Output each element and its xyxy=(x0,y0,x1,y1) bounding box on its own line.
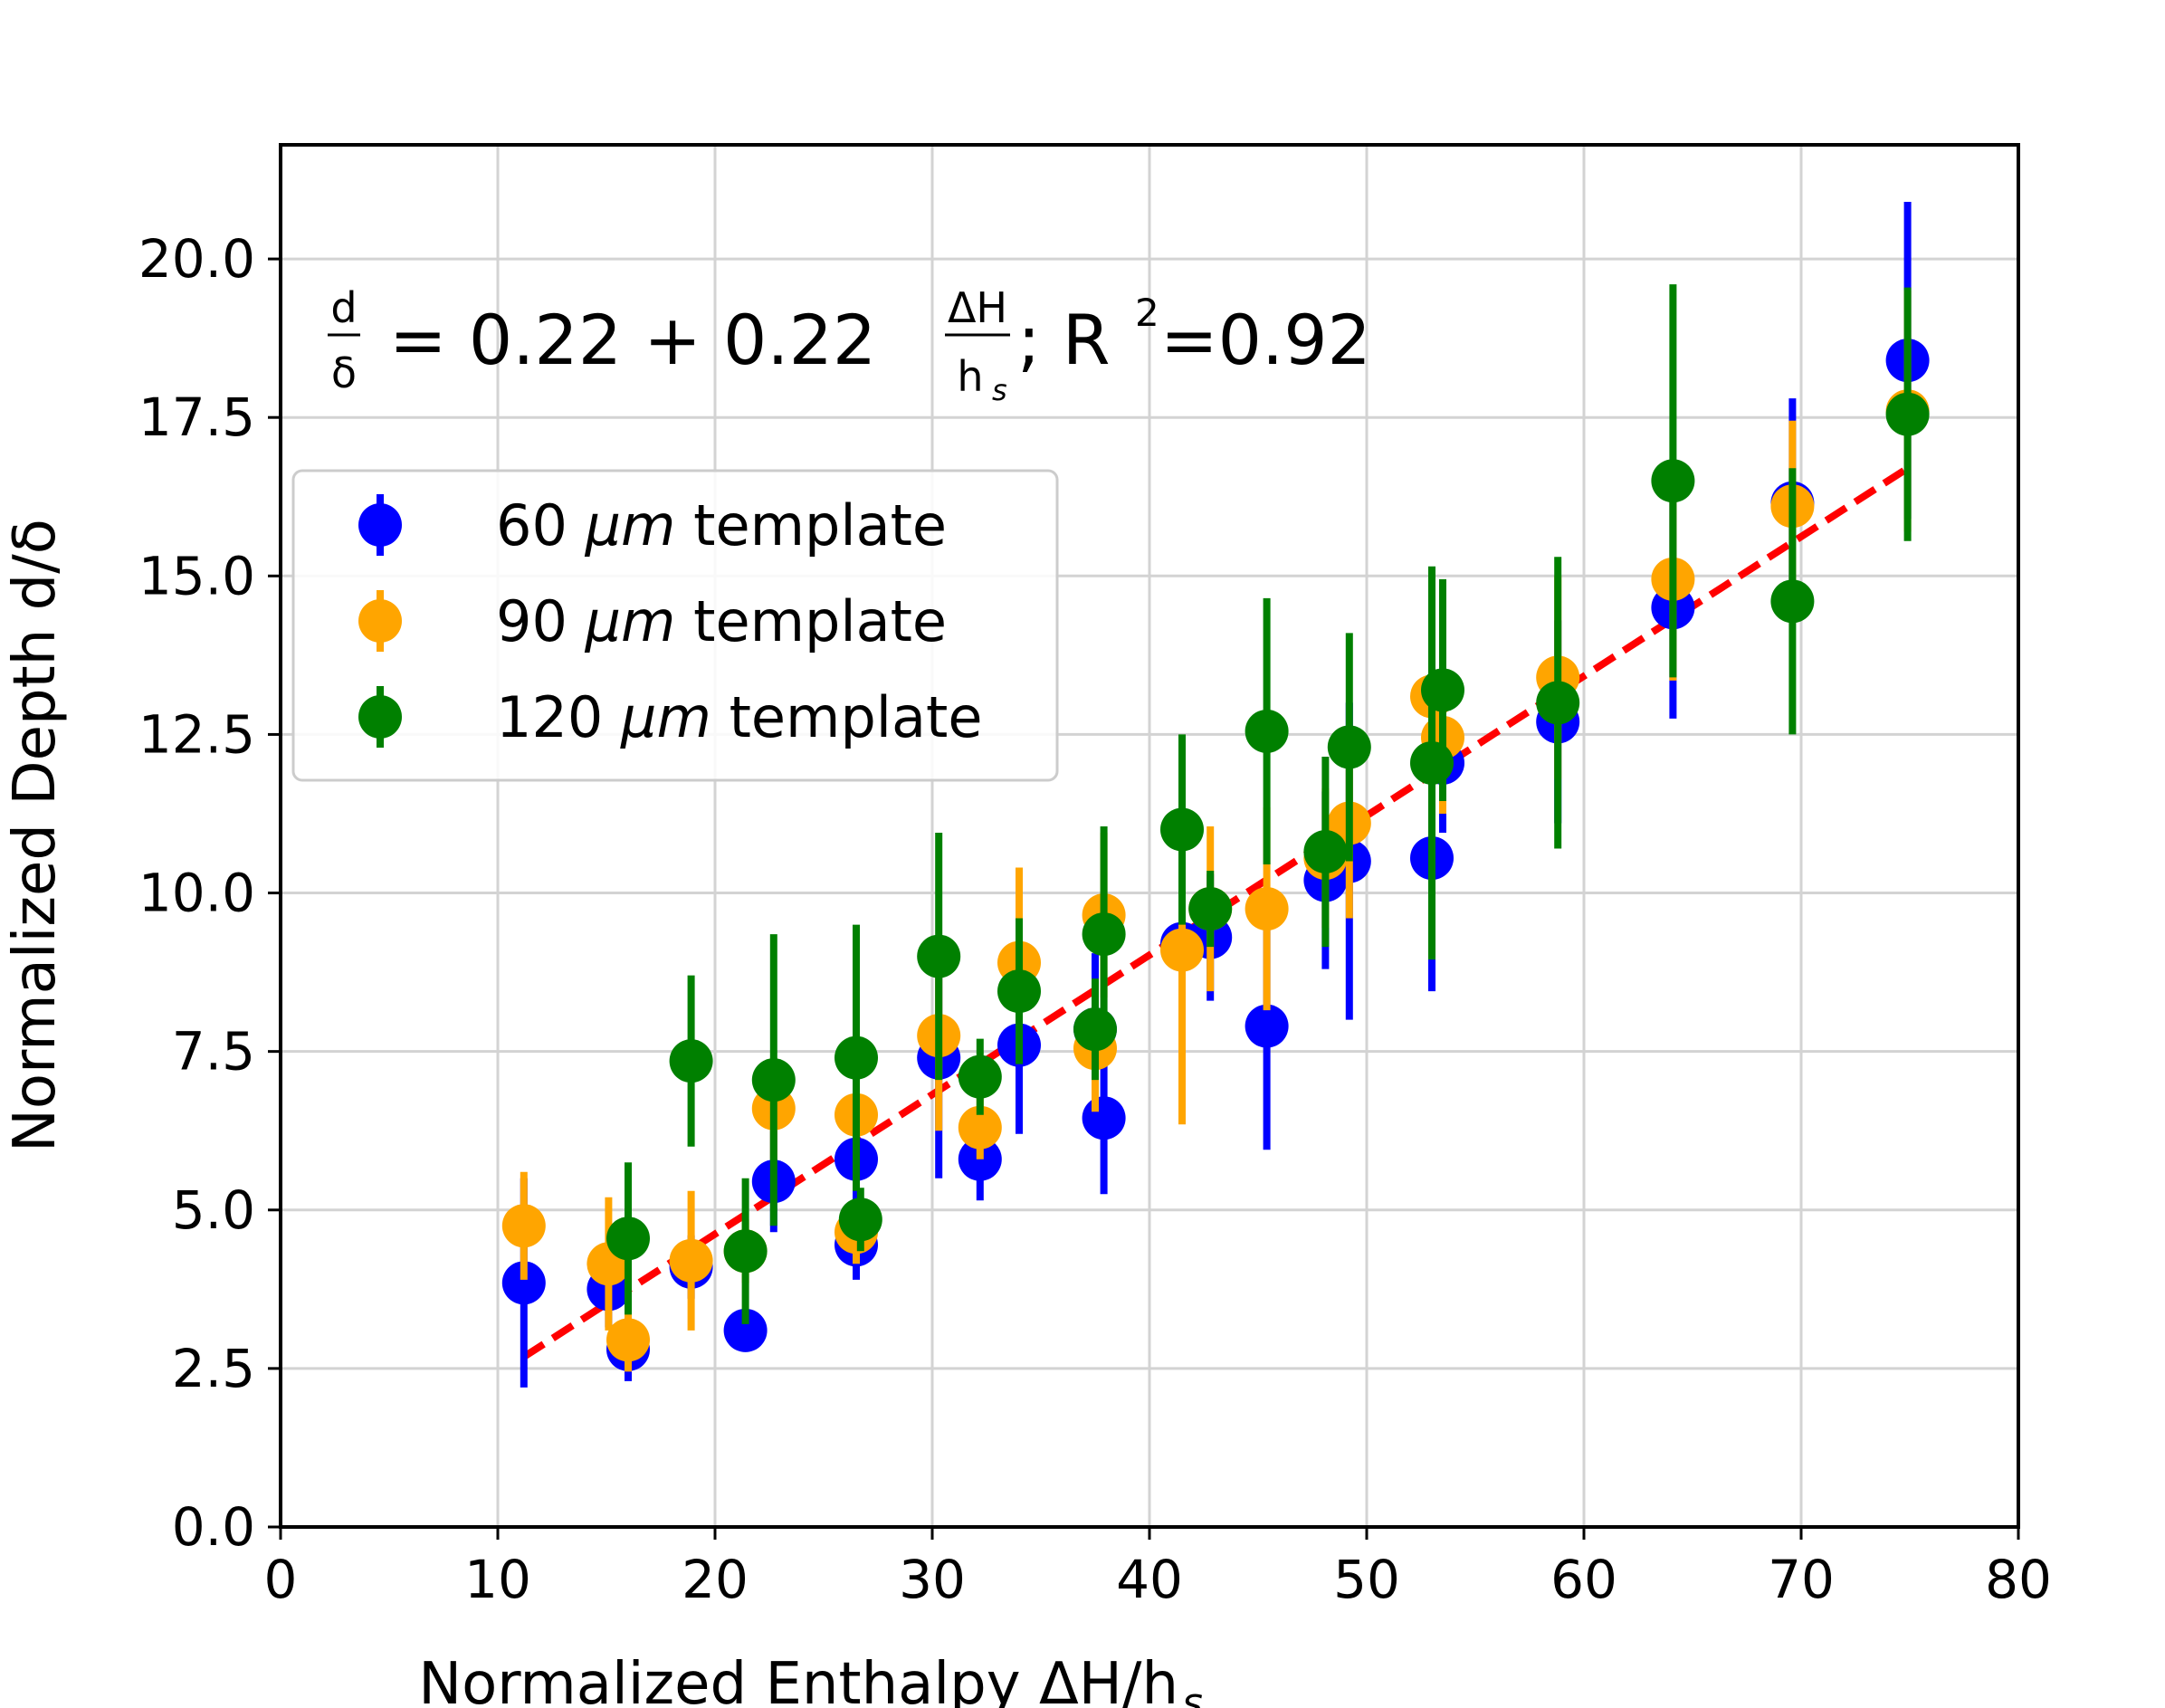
data-point xyxy=(723,1308,768,1352)
y-tick-label: 7.5 xyxy=(172,1021,255,1083)
legend-box xyxy=(291,469,1059,782)
data-point xyxy=(501,1204,546,1248)
eq-r2-label: ; R xyxy=(1017,300,1111,380)
eq-rhs-denominator-subscript: s xyxy=(992,373,1007,407)
data-point xyxy=(1245,1004,1289,1048)
y-tick-label: 20.0 xyxy=(138,228,255,290)
legend-item: 60 μm template xyxy=(358,492,947,558)
x-tick-label: 60 xyxy=(1550,1549,1617,1610)
data-point xyxy=(835,1035,878,1080)
x-axis-title: Normalized Enthalpy ΔH/h s xyxy=(418,1651,1203,1708)
data-point xyxy=(1245,709,1289,753)
legend-label: 90 μm template xyxy=(496,588,947,654)
data-point xyxy=(1188,887,1233,931)
data-point xyxy=(1770,579,1815,624)
x-axis-title-text: Normalized Enthalpy ΔH/h xyxy=(418,1651,1178,1708)
x-tick-label: 0 xyxy=(264,1549,298,1610)
data-point xyxy=(958,1054,1002,1099)
y-tick-label: 17.5 xyxy=(138,386,255,448)
eq-lhs-numerator: d xyxy=(330,283,357,332)
legend-item: 90 μm template xyxy=(358,588,947,654)
eq-lhs-denominator: δ xyxy=(331,348,357,397)
eq-intercept-slope: = 0.22 + 0.22 xyxy=(389,300,876,380)
data-point xyxy=(751,1058,796,1102)
y-tick-label: 10.0 xyxy=(138,863,255,924)
y-tick-label: 0.0 xyxy=(172,1496,255,1558)
data-point xyxy=(1082,912,1126,957)
legend-marker xyxy=(358,695,402,739)
y-tick-label: 15.0 xyxy=(138,545,255,606)
eq-r2-superscript: 2 xyxy=(1135,291,1159,335)
axis-ticks: 0 10 20 30 40 50 60 70 80 0.0 2.5 5.0 7.5 10.0 12.5 15.… xyxy=(138,228,2052,1610)
data-point xyxy=(1885,392,1930,436)
data-point xyxy=(1245,887,1289,931)
legend-marker xyxy=(358,503,402,547)
x-tick-label: 10 xyxy=(464,1549,531,1610)
legend-item: 120 μm template xyxy=(358,684,982,750)
y-axis-title: Normalized Depth d/δ xyxy=(2,519,69,1152)
x-tick-label: 50 xyxy=(1333,1549,1400,1610)
legend-label: 120 μm template xyxy=(496,684,982,750)
data-point xyxy=(1303,830,1348,874)
data-point xyxy=(958,1105,1002,1150)
data-point xyxy=(1410,740,1454,785)
fit-equation-annotation: d δ = 0.22 + 0.22 ΔH h s ; R 2 =0.92 xyxy=(328,283,1371,407)
data-point xyxy=(723,1229,768,1274)
y-tick-label: 2.5 xyxy=(172,1338,255,1399)
x-tick-label: 80 xyxy=(1985,1549,2052,1610)
y-tick-label: 12.5 xyxy=(138,703,255,765)
data-point xyxy=(669,1039,713,1083)
data-point xyxy=(997,969,1041,1014)
data-layer xyxy=(501,202,1930,1388)
data-point xyxy=(1082,1096,1126,1140)
x-tick-label: 40 xyxy=(1116,1549,1183,1610)
eq-r2-value: =0.92 xyxy=(1160,300,1371,380)
data-point xyxy=(917,934,961,978)
legend: 60 μm template 90 μm template 120 μm templ… xyxy=(291,469,1059,782)
y-tick-label: 5.0 xyxy=(172,1179,255,1241)
series-3 xyxy=(606,284,1930,1324)
grid xyxy=(279,145,2020,1529)
eq-rhs-numerator: ΔH xyxy=(948,283,1007,332)
legend-marker xyxy=(358,599,402,643)
data-point xyxy=(1160,928,1204,972)
data-point xyxy=(1327,725,1371,769)
eq-rhs-denominator: h xyxy=(957,352,983,401)
data-point xyxy=(669,1238,713,1283)
data-point xyxy=(501,1261,546,1305)
data-point xyxy=(1073,1007,1117,1052)
data-point xyxy=(838,1198,882,1242)
data-point xyxy=(1421,668,1464,712)
data-point xyxy=(606,1318,650,1362)
data-point xyxy=(1536,681,1580,725)
x-axis-title-subscript: s xyxy=(1182,1680,1203,1708)
x-tick-label: 30 xyxy=(899,1549,966,1610)
legend-label: 60 μm template xyxy=(496,492,947,558)
x-tick-label: 20 xyxy=(682,1549,749,1610)
data-point xyxy=(606,1217,650,1261)
x-tick-label: 70 xyxy=(1768,1549,1835,1610)
data-point xyxy=(1651,459,1695,503)
data-point xyxy=(1160,807,1204,852)
